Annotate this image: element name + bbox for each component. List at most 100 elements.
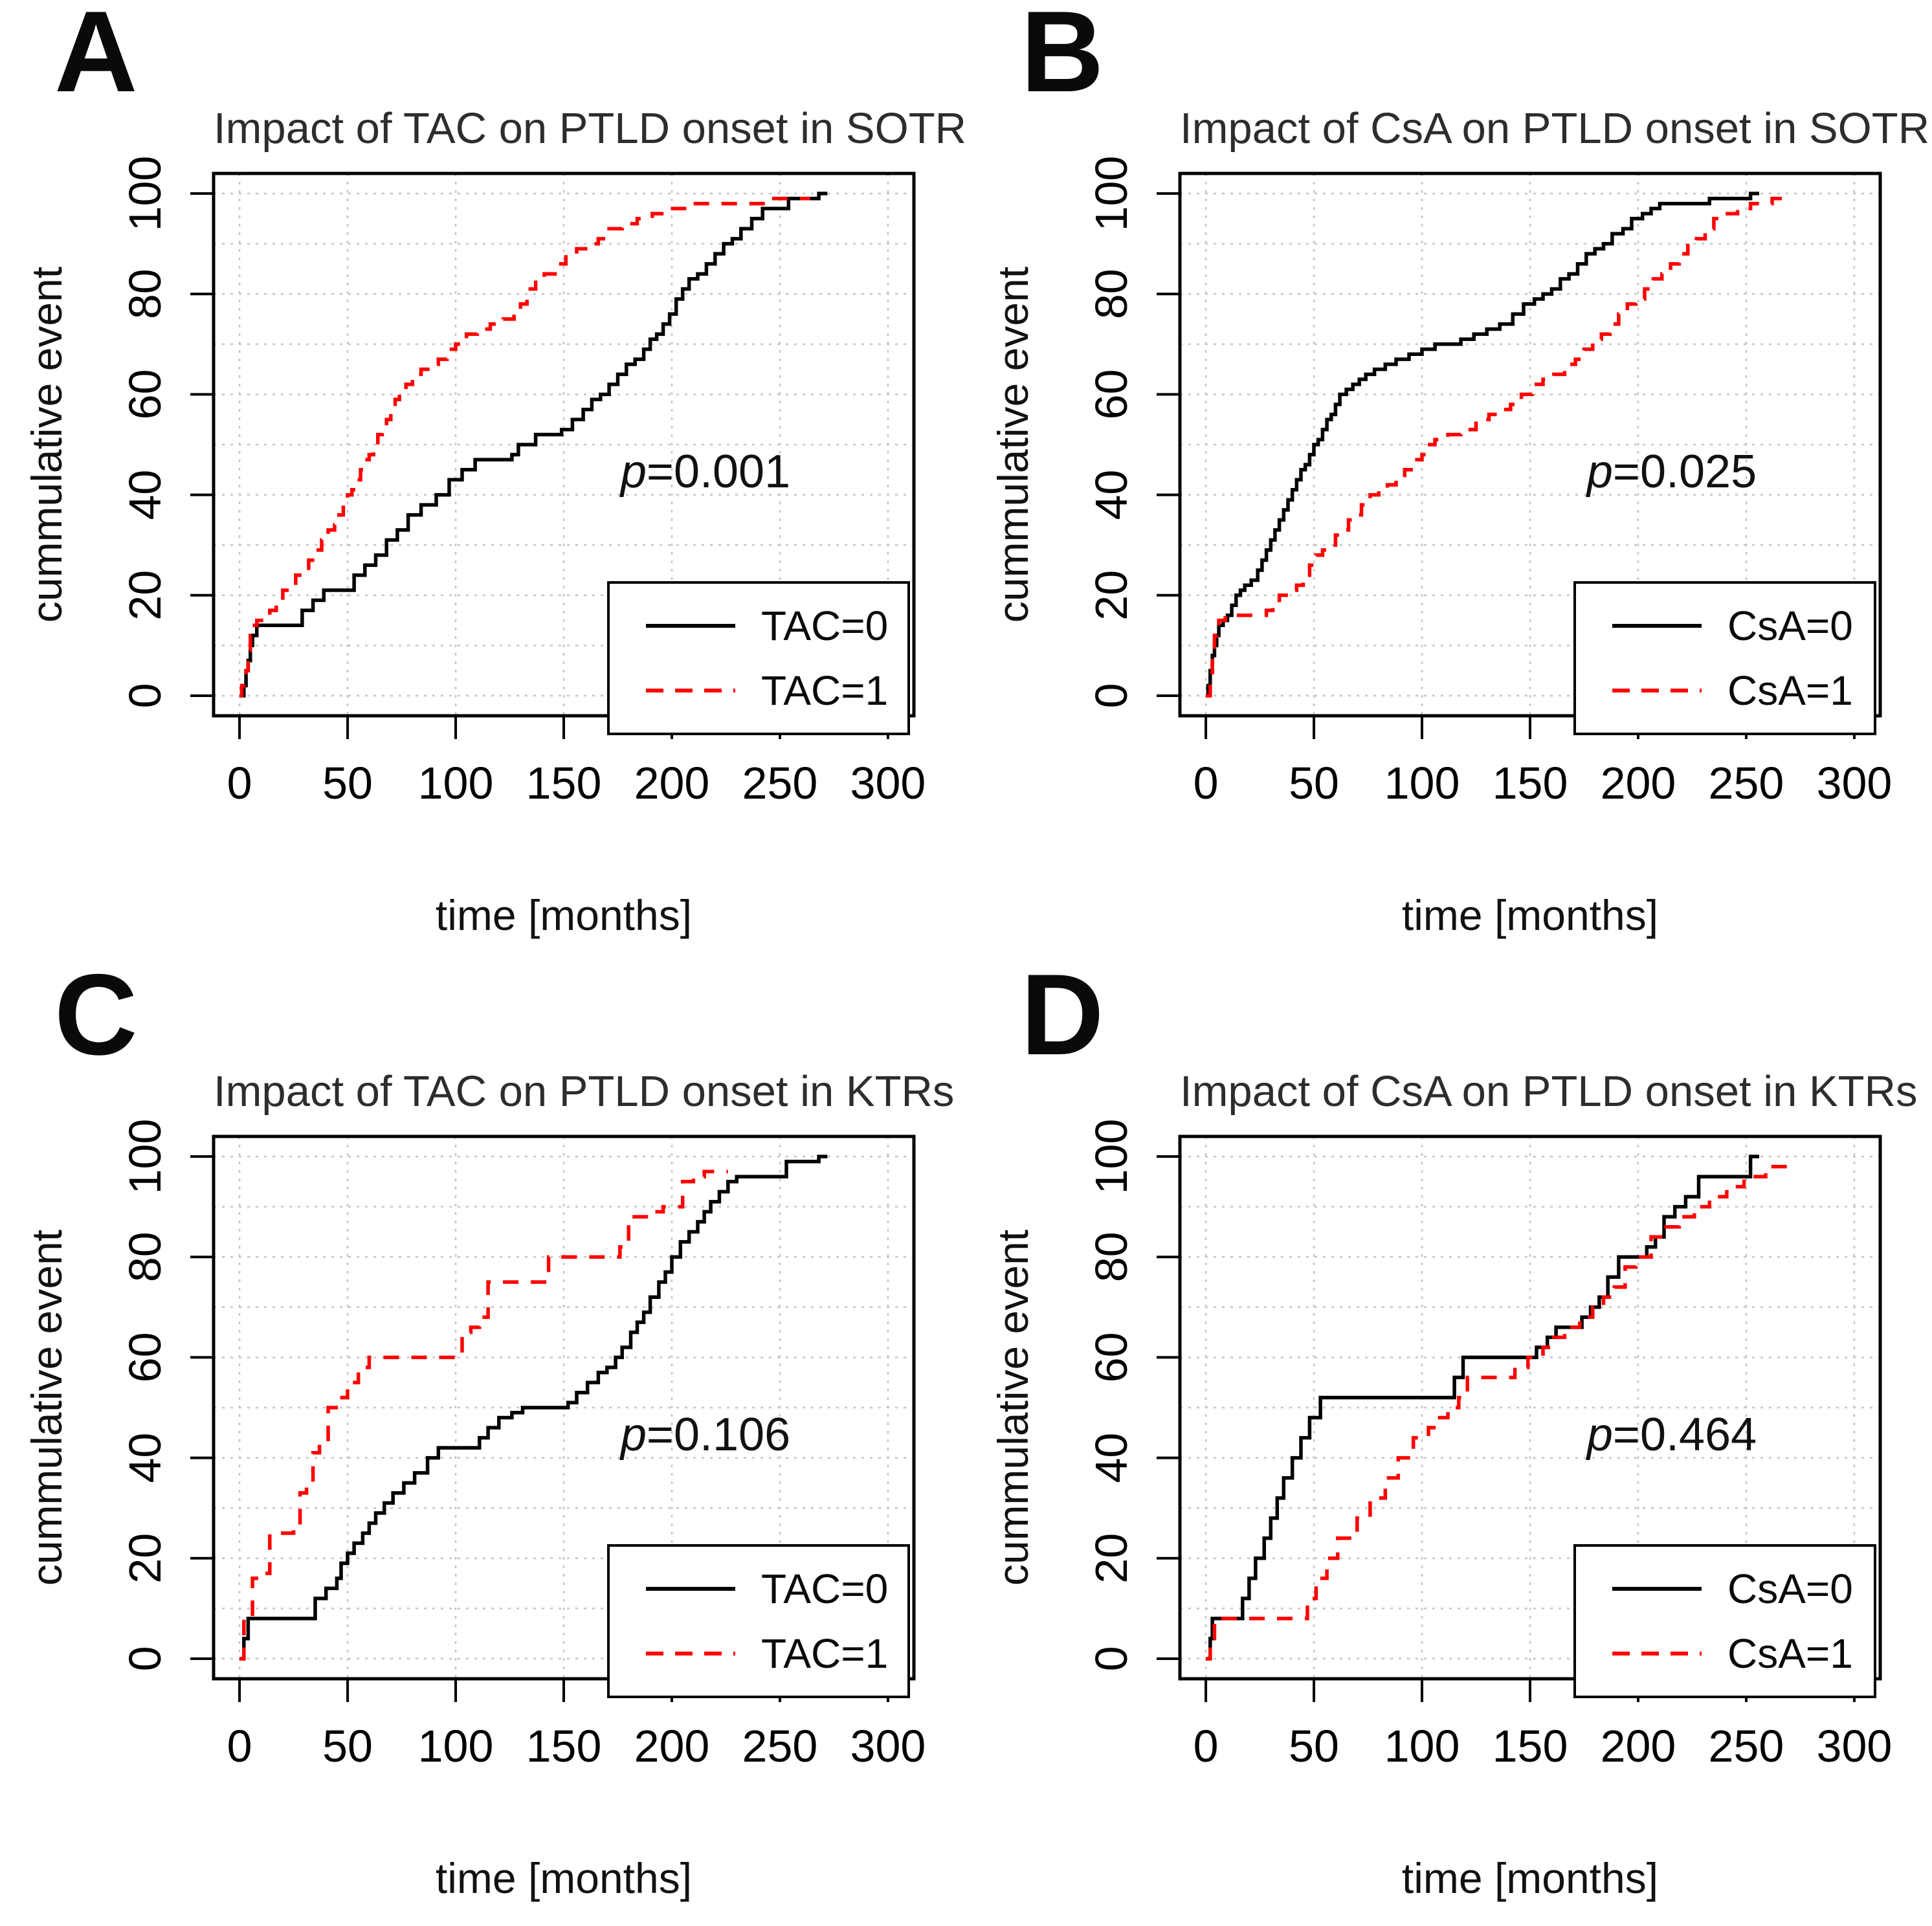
p-value-text: =0.464: [1612, 1409, 1757, 1461]
legend-row: TAC=1: [610, 667, 907, 714]
svg-text:80: 80: [1086, 1232, 1137, 1282]
svg-text:200: 200: [634, 758, 710, 808]
svg-text:100: 100: [1384, 1721, 1460, 1771]
svg-text:50: 50: [1289, 758, 1339, 808]
x-axis-label: time [months]: [435, 1854, 693, 1902]
panel-title-b: Impact of CsA on PTLD onset in SOTR: [1180, 104, 1930, 153]
svg-text:0: 0: [1194, 758, 1219, 808]
svg-text:100: 100: [418, 758, 494, 808]
svg-text:250: 250: [1709, 1721, 1784, 1771]
legend-row: TAC=1: [610, 1630, 907, 1677]
y-axis-label: cummulative event: [989, 266, 1037, 623]
svg-text:50: 50: [322, 1721, 373, 1771]
svg-text:0: 0: [227, 758, 252, 808]
p-symbol: p: [1586, 446, 1613, 498]
svg-text:80: 80: [120, 269, 170, 319]
legend-box: CsA=0 CsA=1: [1573, 581, 1876, 735]
svg-text:100: 100: [1384, 758, 1460, 808]
legend-label: TAC=1: [761, 667, 889, 714]
svg-text:60: 60: [120, 1332, 170, 1382]
svg-text:80: 80: [1086, 269, 1137, 319]
legend-row: CsA=0: [1576, 1565, 1874, 1613]
svg-text:250: 250: [742, 758, 818, 808]
legend-row: TAC=0: [610, 602, 907, 650]
svg-text:40: 40: [1086, 1433, 1137, 1483]
p-value: p=0.001: [599, 445, 812, 498]
panel-title-a: Impact of TAC on PTLD onset in SOTR: [214, 104, 967, 153]
svg-text:200: 200: [1601, 758, 1676, 808]
panel-b: 0 50 100 150 200 250 300 0 20 40 60 80 100 B Impact …: [966, 0, 1932, 963]
svg-text:80: 80: [120, 1232, 170, 1282]
svg-text:150: 150: [1493, 758, 1568, 808]
svg-text:300: 300: [1817, 1721, 1893, 1771]
svg-text:100: 100: [418, 1721, 494, 1771]
x-axis-label: time [months]: [1401, 1854, 1659, 1902]
legend-row: CsA=1: [1576, 667, 1874, 714]
legend-row: CsA=1: [1576, 1630, 1874, 1677]
plot-area-d: 0 50 100 150 200 250 300 0 20 40 60 80 100: [1086, 1119, 1893, 1771]
p-value-text: =0.106: [646, 1409, 791, 1461]
solid-line-sample: [646, 1587, 735, 1591]
panel-letter-b: B: [1021, 0, 1104, 116]
dashed-line-sample: [1612, 1652, 1702, 1655]
p-value-text: =0.001: [646, 446, 791, 498]
p-symbol: p: [620, 1409, 647, 1461]
p-value-text: =0.025: [1612, 446, 1757, 498]
svg-text:250: 250: [1709, 758, 1784, 808]
svg-text:100: 100: [1086, 1119, 1137, 1195]
svg-text:0: 0: [120, 683, 170, 708]
svg-text:20: 20: [1086, 1533, 1137, 1584]
legend-label: CsA=0: [1727, 603, 1853, 649]
dashed-line-sample: [1612, 689, 1702, 692]
solid-line-sample: [1612, 1587, 1702, 1591]
svg-text:300: 300: [850, 1721, 926, 1771]
svg-text:0: 0: [1086, 1646, 1137, 1671]
p-value: p=0.464: [1565, 1408, 1779, 1461]
x-axis-label: time [months]: [1401, 891, 1659, 939]
svg-text:20: 20: [120, 570, 170, 621]
y-axis-label: cummulative event: [23, 266, 71, 623]
panel-title-c: Impact of TAC on PTLD onset in KTRs: [214, 1067, 955, 1116]
legend-row: TAC=0: [610, 1565, 907, 1613]
x-axis-label: time [months]: [435, 891, 693, 939]
svg-text:50: 50: [322, 758, 373, 808]
svg-text:0: 0: [227, 1721, 252, 1771]
svg-text:150: 150: [526, 758, 602, 808]
svg-text:40: 40: [120, 1433, 170, 1483]
svg-text:20: 20: [1086, 570, 1137, 621]
svg-text:150: 150: [526, 1721, 602, 1771]
svg-text:60: 60: [1086, 369, 1137, 419]
svg-text:100: 100: [1086, 156, 1137, 232]
solid-line-sample: [1612, 624, 1702, 628]
svg-text:0: 0: [120, 1646, 170, 1671]
svg-text:100: 100: [120, 1119, 170, 1195]
svg-text:150: 150: [1493, 1721, 1568, 1771]
p-symbol: p: [1586, 1409, 1613, 1461]
y-axis-label: cummulative event: [989, 1229, 1037, 1586]
panel-d: 0 50 100 150 200 250 300 0 20 40 60 80 100 D Impact …: [966, 951, 1932, 1926]
legend-box: TAC=0 TAC=1: [607, 581, 910, 735]
y-axis-label: cummulative event: [23, 1229, 71, 1586]
svg-text:20: 20: [120, 1533, 170, 1584]
legend-box: TAC=0 TAC=1: [607, 1544, 910, 1698]
legend-label: TAC=0: [761, 1566, 889, 1612]
panel-c: 0 50 100 150 200 250 300 0 20 40 60 80 100 C Impact …: [0, 951, 966, 1926]
svg-text:300: 300: [1817, 758, 1893, 808]
panel-letter-d: D: [1021, 950, 1104, 1079]
plot-area-b: 0 50 100 150 200 250 300 0 20 40 60 80 100: [1086, 156, 1893, 808]
legend-label: TAC=1: [761, 1630, 889, 1677]
svg-text:60: 60: [1086, 1332, 1137, 1382]
svg-text:0: 0: [1194, 1721, 1219, 1771]
legend-label: TAC=0: [761, 603, 889, 649]
p-value: p=0.106: [599, 1408, 812, 1461]
panel-letter-c: C: [54, 950, 138, 1079]
legend-row: CsA=0: [1576, 602, 1874, 650]
legend-label: CsA=1: [1727, 667, 1853, 714]
legend-box: CsA=0 CsA=1: [1573, 1544, 1876, 1698]
legend-label: CsA=1: [1727, 1630, 1853, 1677]
svg-text:60: 60: [120, 369, 170, 419]
p-symbol: p: [620, 446, 647, 498]
solid-line-sample: [646, 624, 735, 628]
panel-title-d: Impact of CsA on PTLD onset in KTRs: [1180, 1067, 1918, 1116]
